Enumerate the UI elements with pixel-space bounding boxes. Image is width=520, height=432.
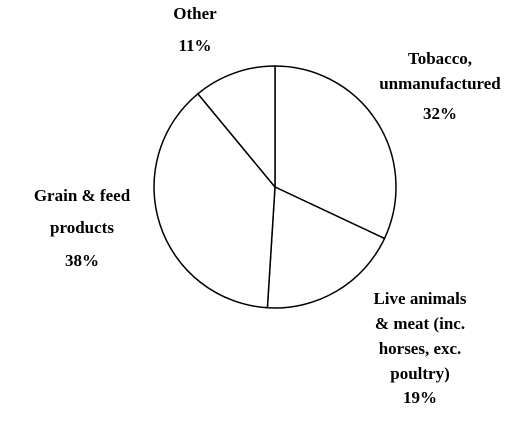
slice-label: Other	[173, 4, 217, 23]
slice-percent: 38%	[65, 251, 99, 270]
pie-slice	[266, 185, 386, 309]
slice-label: products	[50, 218, 114, 237]
pie-slice	[196, 65, 276, 190]
slice-percent: 11%	[178, 36, 211, 55]
pie-slice	[153, 92, 276, 309]
slice-label: Live animals	[373, 289, 466, 308]
slice-label: Grain & feed	[34, 186, 131, 205]
slice-label: & meat (inc.	[375, 314, 465, 333]
slice-label: unmanufactured	[379, 74, 501, 93]
slice-label: horses, exc.	[379, 339, 462, 358]
slice-percent: 19%	[403, 388, 437, 407]
slice-label: poultry)	[390, 364, 450, 383]
slice-percent: 32%	[423, 104, 457, 123]
slice-label: Tobacco,	[408, 49, 472, 68]
pie-slice	[274, 65, 397, 240]
